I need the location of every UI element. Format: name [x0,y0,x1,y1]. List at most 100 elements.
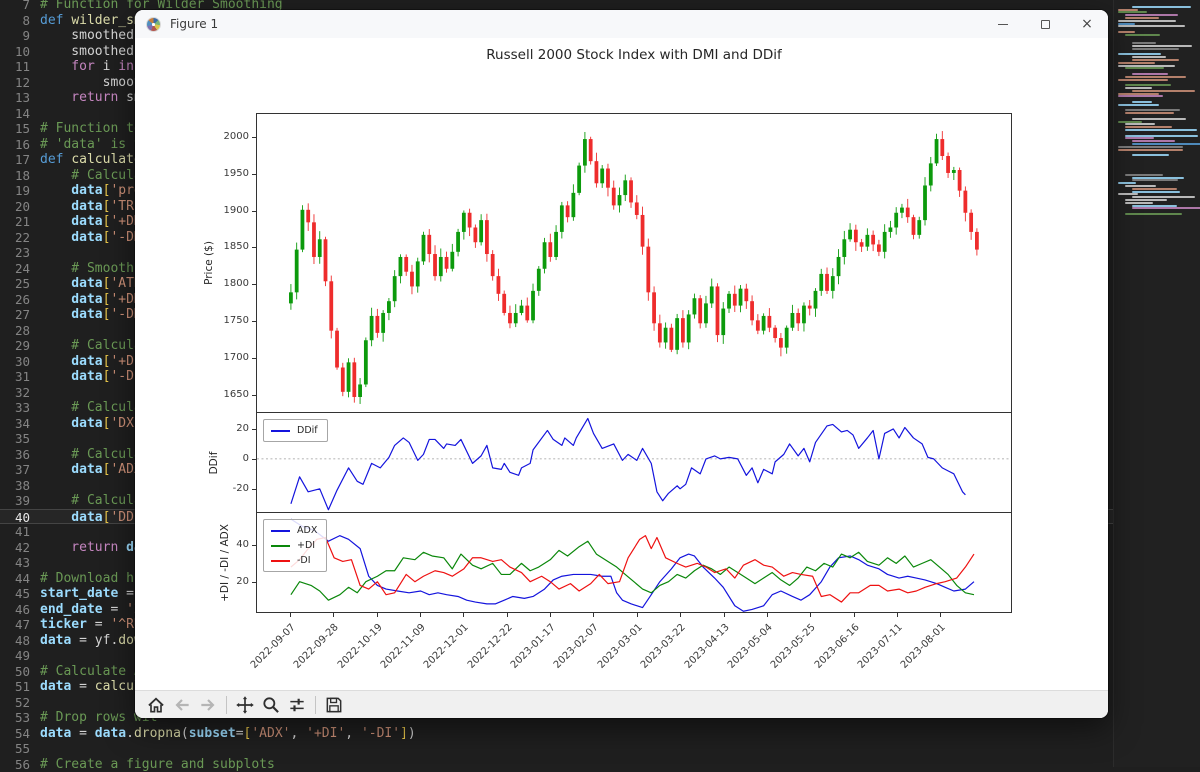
minimap[interactable] [1113,0,1200,767]
x-tick [767,613,768,617]
minimap-line [1118,182,1136,184]
ddif-panel[interactable] [256,413,1012,513]
maximize-button[interactable] [1024,10,1066,38]
line-number: 49 [0,648,30,664]
line-number: 19 [0,183,30,199]
minimap-line [1125,129,1197,131]
line-number: 38 [0,478,30,494]
x-tick [854,613,855,617]
dmi-panel[interactable] [256,513,1012,613]
line-number: 31 [0,369,30,385]
dmi-legend: ADX+DI-DI [263,519,327,572]
code-line[interactable]: 56 # Create a figure and subplots [0,757,1113,772]
line-number: 33 [0,400,30,416]
minimap-line [1132,73,1168,75]
minimap-line [1118,95,1163,97]
ddif-chart [257,413,1011,513]
y-tick [252,358,256,359]
legend-label: ADX [297,525,317,536]
x-tick [810,613,811,617]
minimap-line [1125,34,1160,36]
y-tick [252,545,256,546]
close-button[interactable]: × [1066,10,1108,38]
pan-button[interactable] [232,693,258,717]
x-tick-label: 2022-09-07 [225,622,298,695]
window-titlebar[interactable]: Figure 1 × [135,10,1108,38]
y-tick [252,582,256,583]
line-number: 12 [0,75,30,91]
maximize-icon [1041,20,1050,29]
minimap-line [1132,143,1200,145]
line-number: 24 [0,261,30,277]
code-text: # Create a figure and subplots [40,757,275,772]
code-line[interactable]: 55 [0,741,1113,757]
line-number: 45 [0,586,30,602]
line-number: 9 [0,28,30,44]
line-number: 56 [0,757,30,772]
y-tick-label: 20 [205,423,249,435]
minimap-line [1125,199,1167,201]
minimap-line [1125,185,1156,187]
line-number: 48 [0,633,30,649]
line-number: 20 [0,199,30,215]
zoom-button[interactable] [258,693,284,717]
y-tick-label: 1750 [205,315,249,327]
price-panel[interactable] [256,113,1012,413]
minimize-button[interactable] [982,10,1024,38]
minimap-line [1118,31,1135,33]
minimap-line [1118,25,1185,27]
x-tick [897,613,898,617]
minimap-line [1125,123,1155,125]
legend-line-sample [271,560,290,562]
line-number: 15 [0,121,30,137]
line-number: 37 [0,462,30,478]
line-number: 29 [0,338,30,354]
x-tick [463,613,464,617]
line-number: 16 [0,137,30,153]
candlestick-chart [257,114,1011,413]
minimap-line [1125,67,1164,69]
line-number: 10 [0,44,30,60]
minimap-line [1125,112,1174,114]
minimap-line [1118,9,1138,11]
line-number: 53 [0,710,30,726]
line-number: 55 [0,741,30,757]
minimap-line [1132,140,1175,142]
y-tick [252,321,256,322]
line-number: 32 [0,385,30,401]
window-title: Figure 1 [170,17,218,31]
line-number: 26 [0,292,30,308]
minimap-line [1132,42,1156,44]
line-number: 8 [0,13,30,29]
price-axis-label: Price ($) [203,241,215,285]
line-number: 28 [0,323,30,339]
minimap-line [1118,62,1155,64]
forward-button[interactable] [195,693,221,717]
home-icon [146,695,166,715]
line-number: 46 [0,602,30,618]
toolbar-separator [226,696,227,714]
save-button[interactable] [321,693,347,717]
legend-entry: +DI [271,538,317,553]
minimap-line [1118,11,1147,13]
home-button[interactable] [143,693,169,717]
y-tick [252,174,256,175]
minimap-line [1125,174,1163,176]
line-number: 30 [0,354,30,370]
minimap-line [1118,149,1183,151]
line-number: 41 [0,524,30,540]
configure-subplots-button[interactable] [284,693,310,717]
minimap-line [1125,126,1172,128]
line-number: 11 [0,59,30,75]
back-button[interactable] [169,693,195,717]
figure-canvas[interactable]: Russell 2000 Stock Index with DMI and DD… [135,38,1108,690]
line-number: 51 [0,679,30,695]
line-number: 7 [0,0,30,13]
minimap-line [1118,121,1142,123]
line-number: 14 [0,106,30,122]
toolbar-separator [315,696,316,714]
y-tick-label: 1900 [205,205,249,217]
x-tick [593,613,594,617]
y-tick [252,489,256,490]
